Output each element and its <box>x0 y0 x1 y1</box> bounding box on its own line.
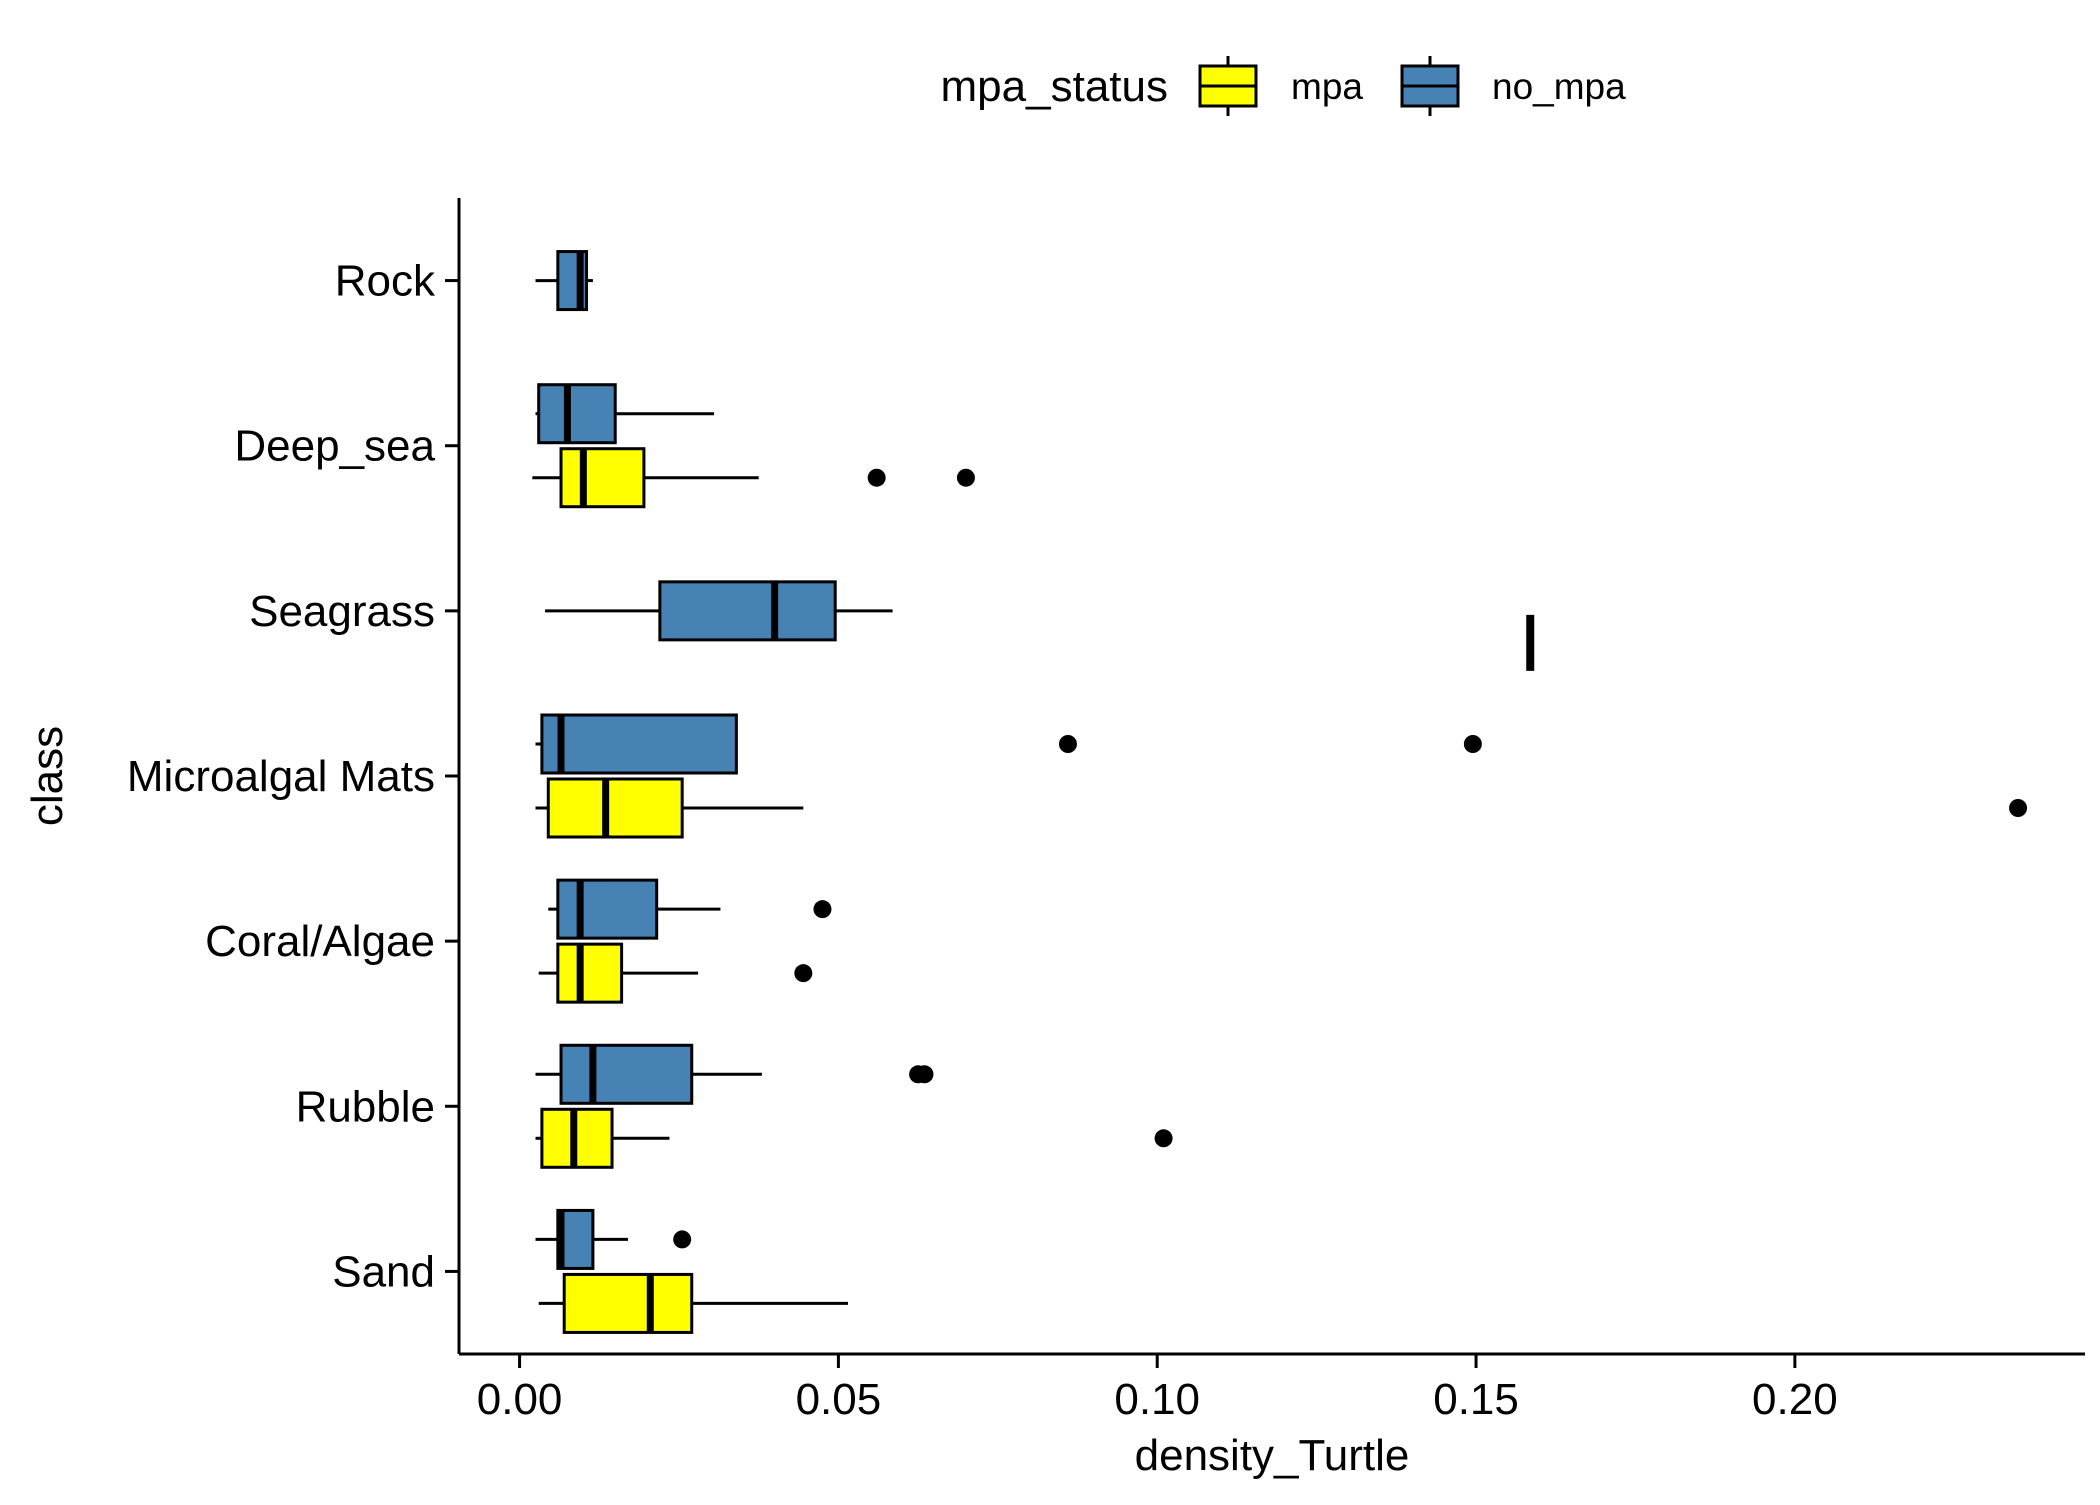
x-tick-label: 0.00 <box>477 1375 563 1424</box>
y-tick-label-deep-sea: Deep_sea <box>234 422 435 471</box>
legend: mpa_status mpa no_mpa <box>941 56 1626 116</box>
y-tick-label-rock: Rock <box>335 257 436 306</box>
box-iqr <box>658 580 837 642</box>
plot-area <box>532 250 2028 1334</box>
box-iqr <box>559 447 646 509</box>
legend-label: no_mpa <box>1492 66 1626 107</box>
outlier-point <box>2009 799 2028 817</box>
y-tick-label-rubble: Rubble <box>296 1082 435 1131</box>
box-no-mpa-coral-algae <box>548 878 721 940</box>
legend-title: mpa_status <box>941 62 1168 111</box>
x-tick-label: 0.05 <box>796 1375 882 1424</box>
x-axis-title: density_Turtle <box>1135 1431 1410 1480</box>
y-ticks: Rock Deep_sea Seagrass Microalgal Mats Coral… <box>127 257 459 1296</box>
legend-item-no-mpa: no_mpa <box>1400 56 1626 116</box>
box-mpa-microalgal-mats <box>535 777 804 839</box>
y-tick-label-coral-algae: Coral/Algae <box>205 917 435 966</box>
y-tick-label-microalgal-mats: Microalgal Mats <box>127 752 435 801</box>
box-no-mpa-deep-sea <box>535 383 715 445</box>
outliers-layer <box>673 468 2028 1249</box>
box-no-mpa-rock <box>535 250 593 312</box>
box-no-mpa-sand <box>535 1208 628 1270</box>
outlier-point <box>867 468 886 487</box>
box-iqr <box>556 942 624 1004</box>
box-no-mpa-microalgal-mats <box>535 713 738 775</box>
x-tick-label: 0.10 <box>1114 1375 1200 1424</box>
y-tick-label-seagrass: Seagrass <box>249 587 435 636</box>
box-mpa-deep-sea <box>532 447 759 509</box>
box-iqr <box>559 1043 694 1105</box>
legend-item-mpa: mpa <box>1198 56 1363 116</box>
y-axis-title: class <box>23 726 72 826</box>
box-iqr <box>562 1272 694 1334</box>
box-iqr <box>546 777 684 839</box>
outlier-point <box>956 468 975 487</box>
box-mpa-rubble <box>535 1107 670 1169</box>
outlier-point <box>1058 735 1077 753</box>
box-iqr <box>537 383 617 445</box>
box-no-mpa-rubble <box>535 1043 762 1105</box>
outlier-point <box>1463 735 1482 753</box>
y-tick-label-sand: Sand <box>332 1247 435 1296</box>
axes: Rock Deep_sea Seagrass Microalgal Mats Coral… <box>127 198 2085 1424</box>
outlier-point <box>1154 1129 1173 1148</box>
box-mpa-sand <box>538 1272 848 1334</box>
outlier-point <box>915 1065 934 1084</box>
box-iqr <box>540 713 738 775</box>
outlier-point <box>673 1230 692 1249</box>
outlier-point <box>794 964 813 983</box>
box-no-mpa-seagrass <box>545 580 893 642</box>
box-mpa-coral-algae <box>538 942 699 1004</box>
boxes-layer <box>532 250 893 1334</box>
x-tick-label: 0.15 <box>1433 1375 1519 1424</box>
outlier-point <box>813 900 832 919</box>
legend-items: mpa no_mpa <box>1198 56 1626 116</box>
x-tick-label: 0.20 <box>1752 1375 1838 1424</box>
box-iqr <box>556 878 659 940</box>
legend-label: mpa <box>1291 66 1363 107</box>
x-ticks: 0.00 0.05 0.10 0.15 0.20 <box>477 1354 1838 1424</box>
